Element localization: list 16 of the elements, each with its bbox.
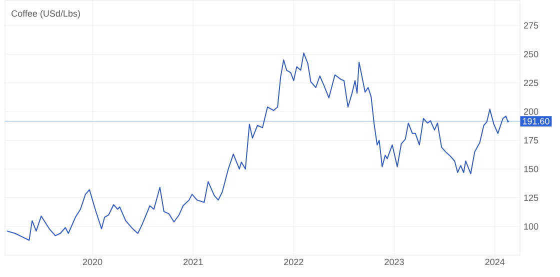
y-tick-label: 100	[524, 223, 538, 230]
y-tick-label: 225	[524, 80, 538, 86]
y-tick-label: 125	[524, 194, 538, 201]
x-tick-label: 2024	[485, 258, 505, 266]
y-tick-label: 200	[524, 108, 538, 115]
y-tick-label: 175	[524, 137, 538, 144]
line-series	[6, 52, 510, 241]
y-tick-label: 250	[524, 50, 538, 58]
ref-line-label: 191.60	[522, 118, 550, 124]
text: Coffee (USd/Lbs)	[12, 10, 80, 18]
y-tick-label: 275	[524, 22, 538, 29]
x-tick-label: 2020	[82, 258, 102, 266]
y-tick-label: 150	[524, 166, 538, 172]
x-tick-label: 2023	[384, 258, 404, 266]
x-tick-label: 2022	[284, 258, 304, 266]
x-tick-label: 2021	[184, 258, 203, 266]
